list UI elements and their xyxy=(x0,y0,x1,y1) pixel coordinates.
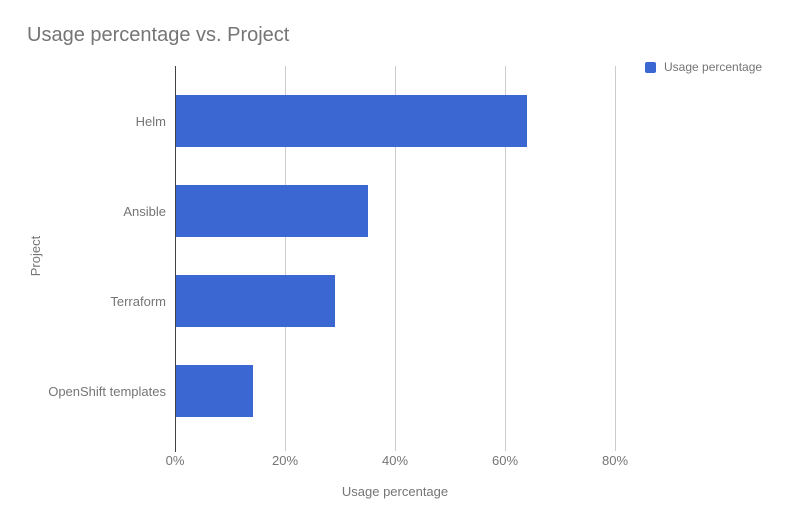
chart-title: Usage percentage vs. Project xyxy=(27,24,290,46)
bar-row: Ansible xyxy=(123,166,615,256)
y-axis-title: Project xyxy=(28,235,43,277)
legend-label: Usage percentage xyxy=(664,60,763,74)
x-tick-label: 60% xyxy=(491,453,519,468)
category-label: Terraform xyxy=(110,293,166,309)
gridline xyxy=(285,66,286,451)
gridline xyxy=(505,66,506,451)
category-label: Helm xyxy=(135,113,166,129)
plot-area: Helm Ansible Terraform OpenShift templates … xyxy=(28,66,628,499)
bar-helm[interactable] xyxy=(176,95,528,147)
bar-ansible[interactable] xyxy=(176,185,369,237)
category-label: OpenShift templates xyxy=(48,383,166,399)
x-tick-label: 80% xyxy=(601,453,629,468)
x-tick-label: 20% xyxy=(271,453,299,468)
gridline xyxy=(615,66,616,451)
bars-area: Helm Ansible Terraform OpenShift templates xyxy=(48,76,615,436)
y-axis-line xyxy=(175,66,176,452)
legend-swatch-icon xyxy=(645,61,656,73)
gridline xyxy=(395,66,396,451)
bar-row: OpenShift templates xyxy=(48,346,615,436)
bar-row: Terraform xyxy=(110,256,615,346)
bar-terraform[interactable] xyxy=(176,275,336,327)
x-axis-title: Usage percentage xyxy=(341,484,449,499)
bar-openshift-templates[interactable] xyxy=(176,365,253,417)
category-label: Ansible xyxy=(123,203,166,219)
legend-item[interactable]: Usage percentage xyxy=(645,60,762,74)
x-tick-label: 40% xyxy=(381,453,409,468)
bar-row: Helm xyxy=(136,76,615,166)
x-tick-label: 0% xyxy=(165,453,185,468)
